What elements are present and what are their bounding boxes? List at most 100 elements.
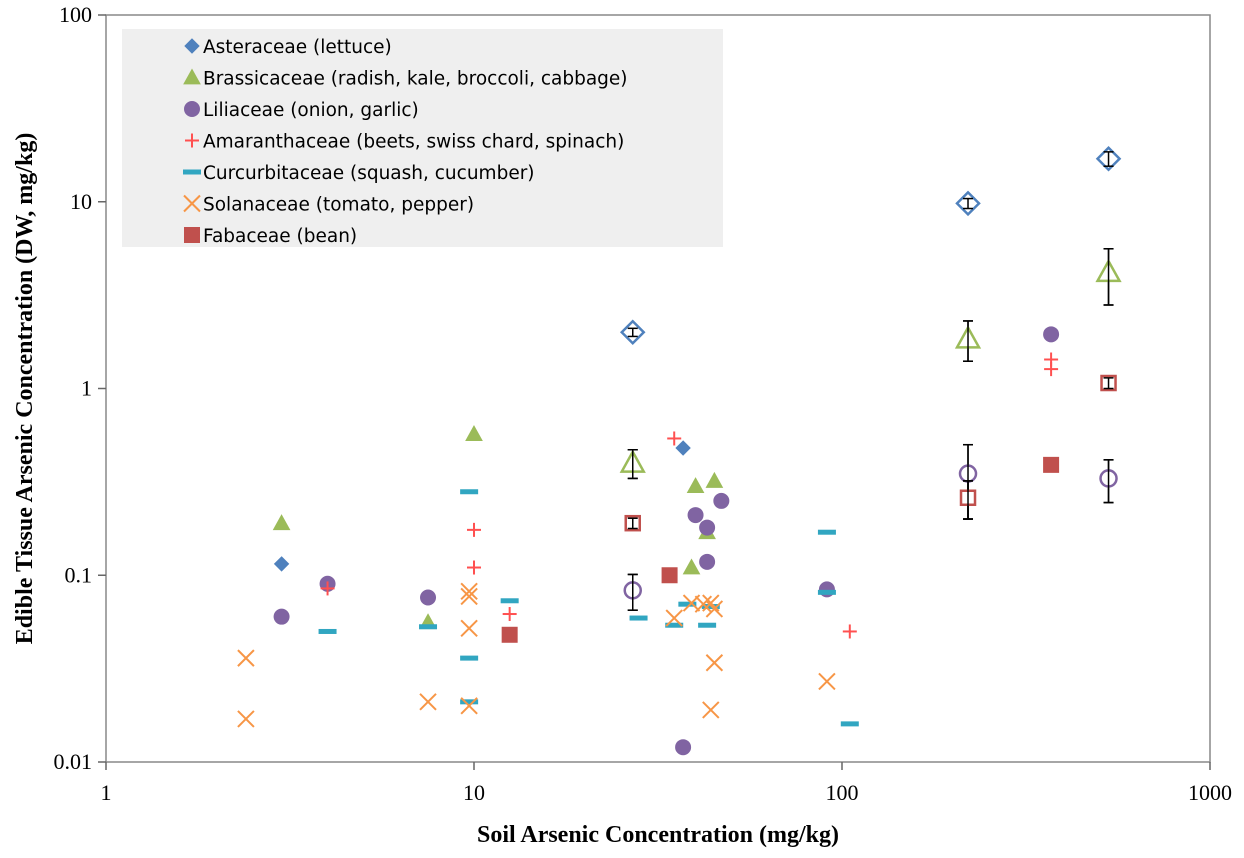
data-point <box>699 519 716 536</box>
data-point <box>318 628 337 634</box>
data-point <box>698 622 717 628</box>
data-point <box>678 601 697 607</box>
data-point <box>467 522 481 537</box>
error-bar-overlay <box>963 320 974 362</box>
data-point <box>460 582 478 601</box>
series-3 <box>320 352 1059 639</box>
x-axis-title: Soil Arsenic Concentration (mg/kg) <box>477 822 839 848</box>
data-point <box>237 710 255 728</box>
error-bar-overlay <box>627 573 638 611</box>
series-2 <box>273 326 1060 756</box>
data-point-shape <box>675 739 692 756</box>
data-point-shape <box>699 519 716 536</box>
data-point-shape <box>687 507 704 524</box>
data-point-shape <box>460 489 479 495</box>
data-point <box>460 587 478 606</box>
data-point <box>629 615 648 621</box>
data-point-shape <box>237 710 255 728</box>
data-point <box>467 560 481 575</box>
legend-label: Liliaceae (onion, garlic) <box>203 100 419 121</box>
data-point <box>667 431 682 446</box>
data-point <box>665 609 683 627</box>
error-bar-overlay <box>627 517 638 530</box>
data-point-shape <box>500 598 519 604</box>
data-point <box>682 558 701 575</box>
data-point-shape <box>1043 456 1060 473</box>
data-point <box>460 699 479 705</box>
x-tick-label: 1000 <box>1188 780 1232 805</box>
error-bar-overlay <box>1103 377 1114 390</box>
data-point <box>419 693 437 711</box>
data-point-shape <box>818 672 836 691</box>
data-point-shape <box>501 626 518 643</box>
data-point <box>320 581 335 596</box>
error-bar-overlay <box>627 327 638 338</box>
data-point <box>702 701 720 719</box>
data-point <box>460 697 478 715</box>
data-point-shape <box>460 619 478 637</box>
legend-marker-shape <box>183 169 201 175</box>
legend: Asteraceae (lettuce) Brassicaceae (radish… <box>122 29 723 247</box>
data-point <box>460 489 479 495</box>
data-point-shape <box>273 556 290 572</box>
data-point <box>705 654 724 672</box>
legend-box <box>122 29 723 247</box>
data-point <box>1043 326 1060 343</box>
legend-label: Amaranthaceae (beets, swiss chard, spina… <box>203 132 624 153</box>
data-point-shape <box>665 609 683 627</box>
data-point <box>705 471 724 488</box>
x-tick-label: 100 <box>826 780 859 805</box>
data-point <box>694 595 713 613</box>
legend-marker <box>185 133 199 148</box>
legend-label: Asteraceae (lettuce) <box>203 37 392 58</box>
data-point <box>501 626 518 643</box>
error-bar-overlay <box>1103 459 1114 504</box>
x-tick-label: 10 <box>463 780 485 805</box>
data-point-shape <box>1043 326 1060 343</box>
legend-marker <box>184 38 200 54</box>
data-point <box>675 739 692 756</box>
data-point <box>713 492 730 509</box>
data-point-shape <box>460 655 479 661</box>
data-point-shape <box>686 477 705 494</box>
legend-marker <box>183 169 201 175</box>
legend-marker <box>183 68 201 85</box>
data-point <box>420 589 437 606</box>
data-point <box>675 440 691 456</box>
x-tick-label: 1 <box>101 780 112 805</box>
data-point <box>661 567 678 584</box>
y-tick-label: 1 <box>81 376 92 401</box>
data-point-shape <box>694 595 713 613</box>
data-point-shape <box>817 589 836 595</box>
series-0 <box>273 440 691 572</box>
data-point-shape <box>465 425 483 441</box>
data-point-shape <box>698 622 717 628</box>
data-point-shape <box>702 594 720 612</box>
data-point-shape <box>460 697 478 715</box>
data-point-shape <box>419 693 437 711</box>
data-point-shape <box>273 608 290 625</box>
data-point-shape <box>460 582 478 601</box>
data-point <box>686 477 705 494</box>
data-point-shape <box>840 721 859 727</box>
data-point-shape <box>272 514 291 531</box>
data-point-shape <box>318 628 337 634</box>
data-point <box>1044 362 1059 377</box>
data-point <box>665 622 684 628</box>
data-point-shape <box>460 587 478 606</box>
data-point <box>502 607 517 622</box>
data-point-shape <box>713 492 730 509</box>
legend-marker <box>184 101 200 117</box>
data-point <box>817 589 836 595</box>
data-point <box>1043 456 1060 473</box>
data-point <box>272 514 291 531</box>
data-point <box>500 598 519 604</box>
legend-marker <box>184 227 200 243</box>
data-point <box>460 655 479 661</box>
y-tick-label: 0.01 <box>54 749 93 774</box>
data-point-shape <box>682 558 701 575</box>
series-6 <box>501 456 1060 643</box>
legend-label: Solanaceae (tomato, pepper) <box>203 195 474 216</box>
error-bar-overlay <box>1103 248 1114 306</box>
